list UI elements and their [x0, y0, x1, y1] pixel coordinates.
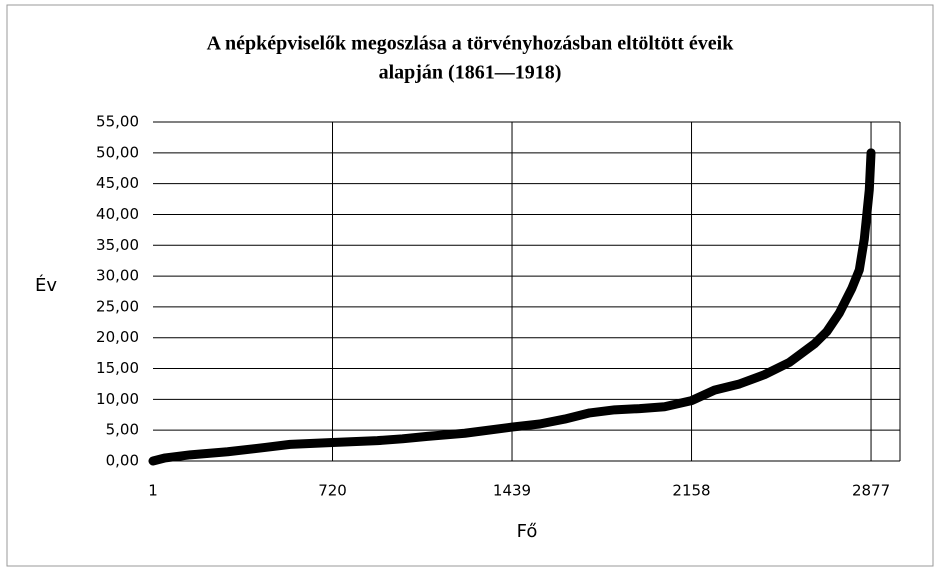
chart-title: alapján (1861—1918) — [379, 62, 562, 84]
x-axis-label: Fő — [517, 521, 538, 542]
y-tick-label: 30,00 — [96, 267, 139, 285]
y-tick-label: 10,00 — [96, 390, 139, 408]
x-tick-label: 720 — [318, 482, 347, 500]
x-tick-label: 1439 — [493, 482, 531, 500]
y-tick-label: 25,00 — [96, 297, 139, 315]
x-tick-label: 2158 — [672, 482, 710, 500]
y-axis-label: Év — [35, 274, 57, 296]
y-tick-label: 50,00 — [96, 143, 139, 161]
chart-title: A népképviselők megoszlása a törvényhozá… — [207, 33, 735, 55]
y-tick-label: 45,00 — [96, 174, 139, 192]
y-tick-label: 35,00 — [96, 236, 139, 254]
y-tick-label: 5,00 — [106, 421, 139, 439]
y-tick-label: 15,00 — [96, 359, 139, 377]
y-tick-label: 0,00 — [106, 452, 139, 470]
y-tick-label: 40,00 — [96, 205, 139, 223]
y-tick-label: 55,00 — [96, 113, 139, 131]
chart-border — [6, 4, 934, 567]
data-line — [148, 148, 876, 466]
x-tick-label: 2877 — [852, 482, 890, 500]
x-tick-label: 1 — [148, 482, 158, 500]
y-tick-label: 20,00 — [96, 328, 139, 346]
